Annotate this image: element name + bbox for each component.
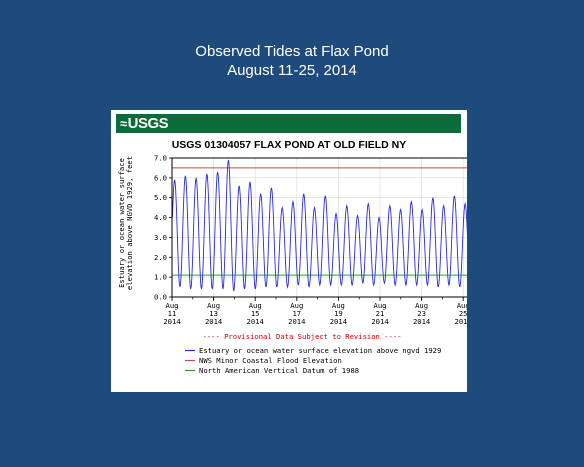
usgs-header-bar: ≈USGS <box>116 114 461 133</box>
y-axis-label-line1: Estuary or ocean water surface <box>117 158 126 288</box>
usgs-figure: ≈USGS USGS 01304057 FLAX POND AT OLD FIE… <box>111 110 467 392</box>
chart-title: USGS 01304057 FLAX POND AT OLD FIELD NY <box>172 139 407 151</box>
x-tick-label: 19 <box>334 309 343 318</box>
chart-grid <box>171 157 467 298</box>
y-tick-label: 6.0 <box>154 173 167 182</box>
y-tick-label: 5.0 <box>154 193 167 202</box>
y-tick-label: 2.0 <box>154 253 167 262</box>
y-tick-label: 7.0 <box>154 154 167 163</box>
x-tick-label: 23 <box>417 309 426 318</box>
slide-title: Observed Tides at Flax Pond August 11-25… <box>0 42 584 80</box>
y-tick-label: 3.0 <box>154 233 167 242</box>
x-tick-label: 2014 <box>288 317 305 326</box>
slide-title-line2: August 11-25, 2014 <box>227 62 357 79</box>
usgs-logo-text: USGS <box>127 115 169 132</box>
x-tick-label: 2014 <box>413 317 430 326</box>
x-tick-label: Aug <box>415 301 428 310</box>
x-tick-label: 17 <box>292 309 301 318</box>
series-line-water-elevation <box>172 159 467 292</box>
y-tick-label: 4.0 <box>154 213 167 222</box>
y-tick-label: 0.0 <box>154 293 167 302</box>
x-tick-label: Aug <box>374 301 387 310</box>
x-tick-label: 13 <box>209 309 218 318</box>
x-axis-ticks: Aug112014Aug132014Aug152014Aug172014Aug1… <box>163 297 467 326</box>
x-tick-label: 2014 <box>455 317 467 326</box>
legend-label-2: North American Vertical Datum of 1988 <box>199 366 359 375</box>
legend-label-0: Estuary or ocean water surface elevation… <box>199 346 441 355</box>
x-tick-label: 2014 <box>247 317 264 326</box>
x-tick-label: Aug <box>207 301 220 310</box>
x-tick-label: 15 <box>251 309 260 318</box>
usgs-wave-icon: ≈ <box>120 116 127 131</box>
x-tick-label: 2014 <box>330 317 347 326</box>
x-tick-label: Aug <box>290 301 303 310</box>
y-tick-label: 1.0 <box>154 273 167 282</box>
slide-title-line1: Observed Tides at Flax Pond <box>195 43 389 60</box>
x-tick-label: 2014 <box>371 317 388 326</box>
plot-frame <box>171 157 467 298</box>
x-tick-label: Aug <box>332 301 345 310</box>
x-tick-label: Aug <box>166 301 179 310</box>
legend-label-1: NWS Minor Coastal Flood Elevation <box>199 356 342 365</box>
x-tick-label: Aug <box>457 301 467 310</box>
tide-chart: USGS 01304057 FLAX POND AT OLD FIELD NY … <box>117 139 467 375</box>
provisional-note: ---- Provisional Data Subject to Revisio… <box>202 332 401 341</box>
y-axis-label: Estuary or ocean water surface elevation… <box>117 156 134 290</box>
y-axis-label-line2: elevation above NGVD 1929, feet <box>125 156 134 290</box>
usgs-logo: ≈USGS <box>120 115 169 132</box>
x-tick-label: 25 <box>459 309 467 318</box>
x-tick-label: 2014 <box>163 317 180 326</box>
x-tick-label: 2014 <box>205 317 222 326</box>
x-tick-label: 11 <box>168 309 177 318</box>
chart-legend: Estuary or ocean water surface elevation… <box>185 346 441 375</box>
y-axis-ticks: 0.0 1.0 2.0 3.0 4.0 5.0 6.0 7.0 <box>154 154 172 302</box>
x-tick-label: Aug <box>249 301 262 310</box>
x-tick-label: 21 <box>376 309 385 318</box>
